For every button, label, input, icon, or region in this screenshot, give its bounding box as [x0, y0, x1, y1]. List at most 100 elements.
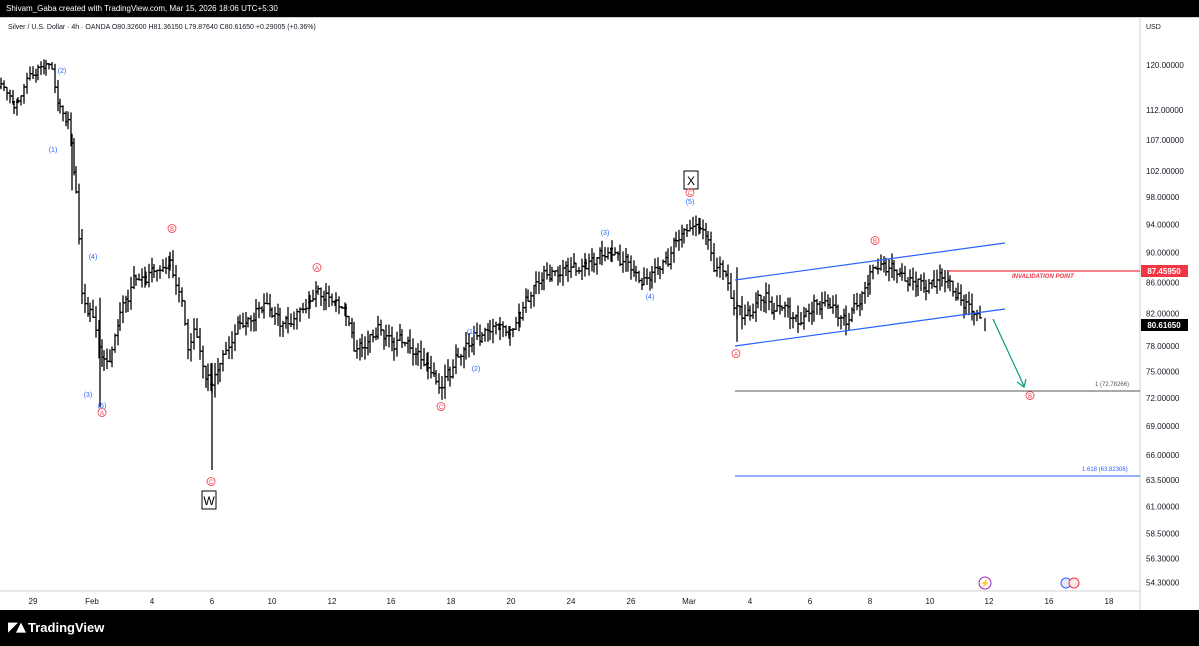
ohlc-bar — [158, 265, 162, 279]
wave-W-box[interactable] — [201, 490, 217, 510]
ohlc-bars — [0, 59, 986, 470]
wave-W-label: W — [203, 494, 215, 508]
ohlc-bar — [606, 247, 610, 260]
fib-1-label: 1 (72.78266) — [1095, 382, 1129, 388]
ohlc-bar — [171, 250, 175, 279]
time-tick-label: 16 — [387, 597, 396, 606]
time-tick-label: 4 — [748, 597, 753, 606]
time-tick-label: 10 — [926, 597, 935, 606]
price-tick-label: 66.00000 — [1146, 451, 1180, 460]
ohlc-bar — [919, 274, 923, 291]
ohlc-bar — [105, 348, 109, 370]
tradingview-logo[interactable]: ◤▲ TradingView — [8, 620, 104, 635]
price-tick-label: 75.00000 — [1146, 368, 1180, 377]
ohlc-bar — [467, 333, 471, 358]
ohlc-bar — [637, 270, 641, 284]
ohlc-bar — [31, 66, 35, 79]
ohlc-bar — [39, 61, 43, 75]
ohlc-bar — [50, 62, 54, 70]
channel-lower-line[interactable] — [734, 308, 1006, 347]
ohlc-bar — [2, 80, 6, 91]
ohlc-bar — [121, 295, 125, 324]
ohlc-bar — [213, 363, 217, 398]
channel-upper-line[interactable] — [734, 242, 1006, 281]
ohlc-bar — [603, 247, 607, 262]
ohlc-bar — [195, 318, 199, 338]
ohlc-bar — [311, 289, 315, 302]
ohlc-bar — [292, 311, 296, 330]
ohlc-bar — [629, 255, 633, 280]
ohlc-bar — [903, 265, 907, 282]
ohlc-bar — [521, 301, 525, 321]
svg-text:B: B — [873, 239, 877, 245]
wave-label-blue: (3) — [84, 392, 93, 399]
svg-text:C: C — [439, 405, 444, 411]
ohlc-bar — [561, 259, 565, 286]
ohlc-bar — [767, 284, 771, 311]
time-tick-label: 26 — [627, 597, 636, 606]
svg-text:C: C — [688, 191, 693, 197]
fib-1618-label: 1.618 (63.82306) — [1082, 467, 1128, 473]
wave-label-blue: (3) — [601, 230, 610, 237]
ohlc-bar — [53, 63, 57, 94]
ohlc-bar — [935, 269, 939, 294]
ohlc-bar — [330, 293, 334, 306]
ohlc-bar — [186, 318, 190, 360]
lightning-event-icon[interactable] — [978, 576, 992, 590]
price-tick-label: 112.00000 — [1146, 106, 1184, 115]
symbol-line: Silver / U.S. Dollar · 4h · OANDA O80.32… — [8, 24, 316, 31]
ohlc-bar — [265, 292, 269, 305]
wave-label-red: A — [312, 263, 322, 272]
wave-label-red: B — [870, 236, 880, 245]
ohlc-bar — [371, 329, 375, 343]
brand-name: TradingView — [28, 620, 105, 635]
ohlc-bar — [249, 315, 253, 332]
ohlc-bar — [475, 322, 479, 340]
ohlc-bar — [77, 183, 81, 245]
ohlc-bar — [395, 331, 399, 357]
time-tick-label: 24 — [567, 597, 576, 606]
svg-text:C: C — [209, 480, 214, 486]
ohlc-bar — [587, 253, 591, 276]
ohlc-bar — [451, 359, 455, 379]
ohlc-bar — [289, 313, 293, 328]
projection-arrow-line[interactable] — [992, 318, 1025, 387]
wave-X-box[interactable] — [683, 170, 699, 190]
ohlc-bar — [257, 301, 261, 319]
ohlc-bar — [491, 318, 495, 344]
ohlc-bar — [613, 247, 617, 256]
price-tick-label: 63.50000 — [1146, 476, 1180, 485]
invalidation-label: INVALIDATION POINT — [1012, 274, 1075, 280]
svg-text:A: A — [734, 352, 738, 358]
ohlc-bar — [304, 298, 308, 314]
ohlc-bar — [815, 299, 819, 315]
price-tick-label: 86.00000 — [1146, 278, 1180, 287]
ohlc-bar — [911, 267, 915, 291]
chart-frame[interactable]: Silver / U.S. Dollar · 4h · OANDA O80.32… — [0, 17, 1199, 611]
last-price-tag — [1141, 319, 1188, 331]
wave-label-red: C — [436, 402, 446, 411]
ohlc-bar — [459, 353, 463, 366]
ohlc-bar — [847, 312, 851, 331]
ohlc-bar — [775, 295, 779, 312]
ohlc-bar — [155, 269, 159, 282]
invalidation-price-tag — [1141, 265, 1188, 277]
attribution-bar: Shivam_Gaba created with TradingView.com… — [0, 0, 1199, 17]
price-chart[interactable]: Silver / U.S. Dollar · 4h · OANDA O80.32… — [0, 18, 1199, 611]
ohlc-bar — [580, 258, 584, 281]
time-tick-label: 16 — [1045, 597, 1054, 606]
ohlc-bar — [174, 265, 178, 295]
time-tick-label: 18 — [1105, 597, 1114, 606]
time-tick-label: 12 — [985, 597, 994, 606]
price-tick-label: 56.30000 — [1146, 555, 1180, 564]
ohlc-bar — [177, 277, 181, 303]
ohlc-bar — [498, 317, 502, 341]
ohlc-bar — [669, 246, 673, 270]
time-tick-label: 18 — [447, 597, 456, 606]
price-tick-label: 72.00000 — [1146, 394, 1180, 403]
price-tick-label: 69.00000 — [1146, 422, 1180, 431]
ohlc-bar — [19, 95, 23, 106]
footer-bar: ◤▲ TradingView — [0, 610, 1199, 646]
us-flag-event-icon-2[interactable] — [1068, 577, 1080, 589]
ohlc-bar — [975, 309, 979, 322]
